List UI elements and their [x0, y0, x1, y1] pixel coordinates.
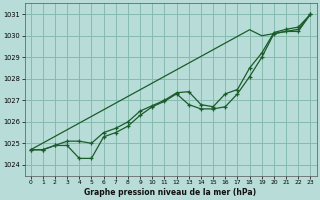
X-axis label: Graphe pression niveau de la mer (hPa): Graphe pression niveau de la mer (hPa): [84, 188, 257, 197]
